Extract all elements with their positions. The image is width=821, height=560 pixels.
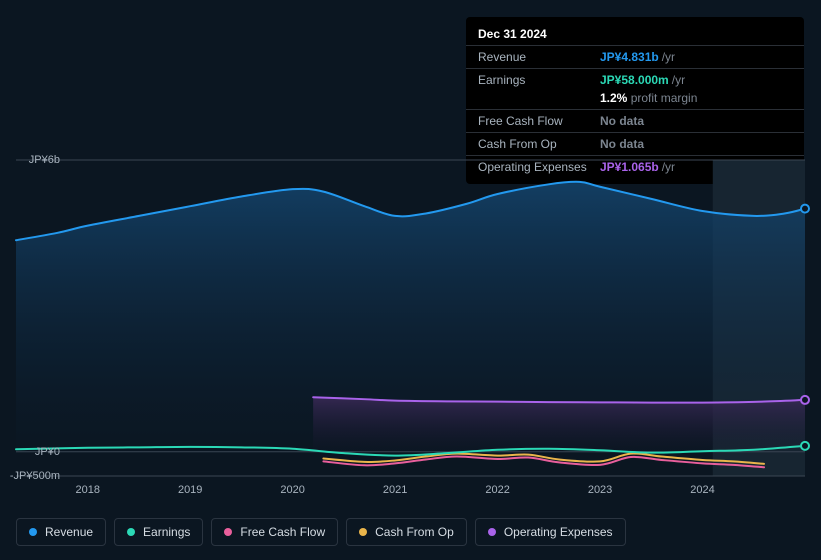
tooltip-row-suffix: /yr: [672, 73, 685, 87]
tooltip-row-label: Earnings: [478, 73, 600, 87]
series-area-operating-expenses: [313, 397, 805, 451]
hover-marker: [801, 442, 809, 450]
legend-dot: [224, 528, 232, 536]
x-axis-label: 2024: [690, 484, 714, 496]
tooltip-row: Free Cash FlowNo data: [466, 109, 804, 132]
legend-dot: [29, 528, 37, 536]
x-axis-label: 2018: [75, 484, 99, 496]
y-axis-label: JP¥6b: [29, 154, 60, 166]
tooltip-row-value: No data: [600, 114, 644, 128]
legend-label: Free Cash Flow: [240, 525, 325, 539]
legend-item-operating-expenses[interactable]: Operating Expenses: [475, 518, 626, 546]
x-axis-label: 2020: [280, 484, 304, 496]
legend-item-revenue[interactable]: Revenue: [16, 518, 106, 546]
chart-legend: Revenue Earnings Free Cash Flow Cash From O…: [16, 518, 626, 546]
tooltip-row-value: JP¥4.831b: [600, 50, 659, 64]
x-axis-label: 2023: [588, 484, 612, 496]
x-axis-labels: 2018 2019 2020 2021 2022 2023 2024: [16, 484, 805, 504]
legend-dot: [127, 528, 135, 536]
x-axis-label: 2022: [485, 484, 509, 496]
legend-label: Revenue: [45, 525, 93, 539]
financials-chart[interactable]: JP¥6bJP¥0-JP¥500m: [16, 160, 805, 476]
hover-marker: [801, 396, 809, 404]
tooltip-row-label: Revenue: [478, 50, 600, 64]
x-axis-label: 2021: [383, 484, 407, 496]
tooltip-row-value: JP¥58.000m: [600, 73, 669, 87]
tooltip-row-suffix: /yr: [662, 50, 675, 64]
y-axis-label: -JP¥500m: [10, 470, 60, 482]
tooltip-row-value: No data: [600, 137, 644, 151]
legend-item-cash-from-op[interactable]: Cash From Op: [346, 518, 467, 546]
tooltip-row: RevenueJP¥4.831b/yr: [466, 45, 804, 68]
x-axis-label: 2019: [178, 484, 202, 496]
chart-svg: [16, 160, 805, 476]
tooltip-row: EarningsJP¥58.000m/yr: [466, 68, 804, 91]
chart-tooltip: Dec 31 2024 RevenueJP¥4.831b/yrEarningsJ…: [466, 17, 804, 184]
legend-item-free-cash-flow[interactable]: Free Cash Flow: [211, 518, 338, 546]
hover-marker: [801, 205, 809, 213]
tooltip-date: Dec 31 2024: [466, 23, 804, 45]
tooltip-row-label: Cash From Op: [478, 137, 600, 151]
y-axis-label: JP¥0: [35, 446, 60, 458]
tooltip-row: Cash From OpNo data: [466, 132, 804, 155]
legend-label: Earnings: [143, 525, 190, 539]
legend-item-earnings[interactable]: Earnings: [114, 518, 203, 546]
legend-dot: [488, 528, 496, 536]
legend-label: Operating Expenses: [504, 525, 613, 539]
legend-label: Cash From Op: [375, 525, 454, 539]
legend-dot: [359, 528, 367, 536]
tooltip-row-extra: 1.2% profit margin: [466, 91, 804, 109]
tooltip-row-label: Free Cash Flow: [478, 114, 600, 128]
